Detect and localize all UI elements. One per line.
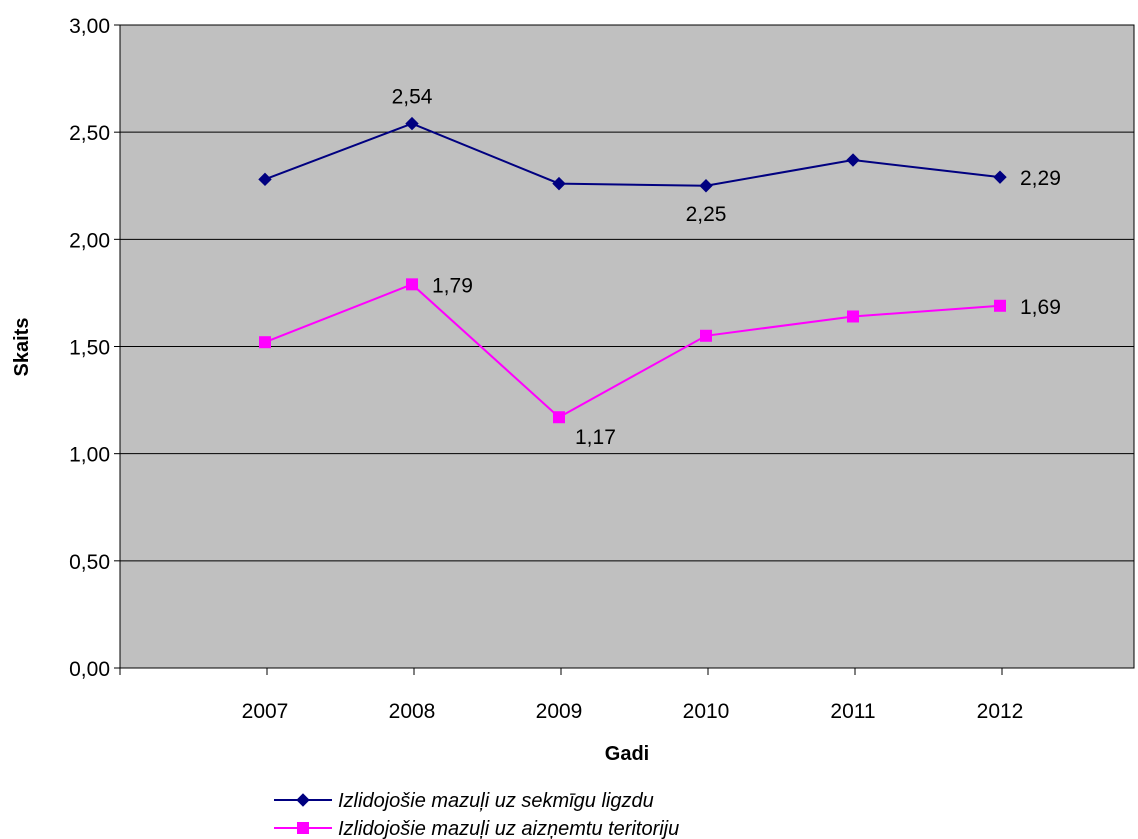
data-label: 1,79 (432, 274, 473, 297)
x-tick-label: 2007 (242, 700, 289, 723)
series-line (264, 283, 1001, 419)
legend-label: Izlidojošie mazuļi uz aizņemtu teritorij… (338, 818, 679, 839)
diamond-marker (993, 170, 1007, 184)
series-layer (258, 116, 1007, 424)
square-marker (297, 822, 309, 834)
square-marker (847, 310, 859, 323)
x-tick-label: 2011 (830, 700, 875, 723)
square-marker (259, 336, 271, 349)
x-tick-label: 2008 (389, 700, 436, 723)
y-tick-label: 2,50 (69, 122, 110, 145)
data-label: 2,29 (1020, 167, 1061, 190)
square-marker (553, 411, 565, 424)
data-label: 1,17 (575, 426, 616, 449)
y-tick-label: 0,00 (69, 658, 110, 681)
diamond-marker (258, 172, 272, 187)
y-tick-label: 3,00 (69, 15, 110, 38)
diamond-marker (296, 793, 310, 807)
y-tick-label: 2,00 (69, 229, 110, 252)
data-label: 2,25 (686, 203, 727, 226)
diamond-marker (405, 116, 419, 131)
y-axis-ticks: 0,00 0,50 1,00 1,50 2,00 2,50 3,00 (69, 15, 120, 681)
y-tick-label: 1,00 (69, 444, 110, 467)
square-marker (406, 278, 418, 291)
square-marker (994, 299, 1006, 312)
gridlines (120, 131, 1134, 562)
diamond-marker (846, 153, 860, 167)
data-label: 1,69 (1020, 296, 1061, 319)
diamond-marker (699, 179, 713, 193)
x-tick-label: 2009 (536, 700, 583, 723)
y-tick-label: 1,50 (69, 337, 110, 360)
x-tick-label: 2012 (977, 700, 1024, 723)
diamond-marker (552, 176, 566, 191)
legend: Izlidojošie mazuļi uz sekmīgu ligzdu Izli… (274, 790, 679, 839)
x-tick-label: 2010 (683, 700, 730, 723)
legend-label: Izlidojošie mazuļi uz sekmīgu ligzdu (338, 790, 654, 812)
x-axis-ticks: 2007 2008 2009 2010 2011 2012 (119, 668, 1024, 723)
series-line (264, 122, 1001, 187)
x-axis-title: Gadi (605, 743, 649, 765)
data-label: 2,54 (392, 86, 433, 109)
y-axis-title: Skaits (11, 318, 33, 377)
data-labels: 2,54 2,25 2,29 1,79 1,17 1,69 (392, 86, 1061, 450)
square-marker (700, 329, 712, 342)
y-tick-label: 0,50 (69, 551, 110, 574)
